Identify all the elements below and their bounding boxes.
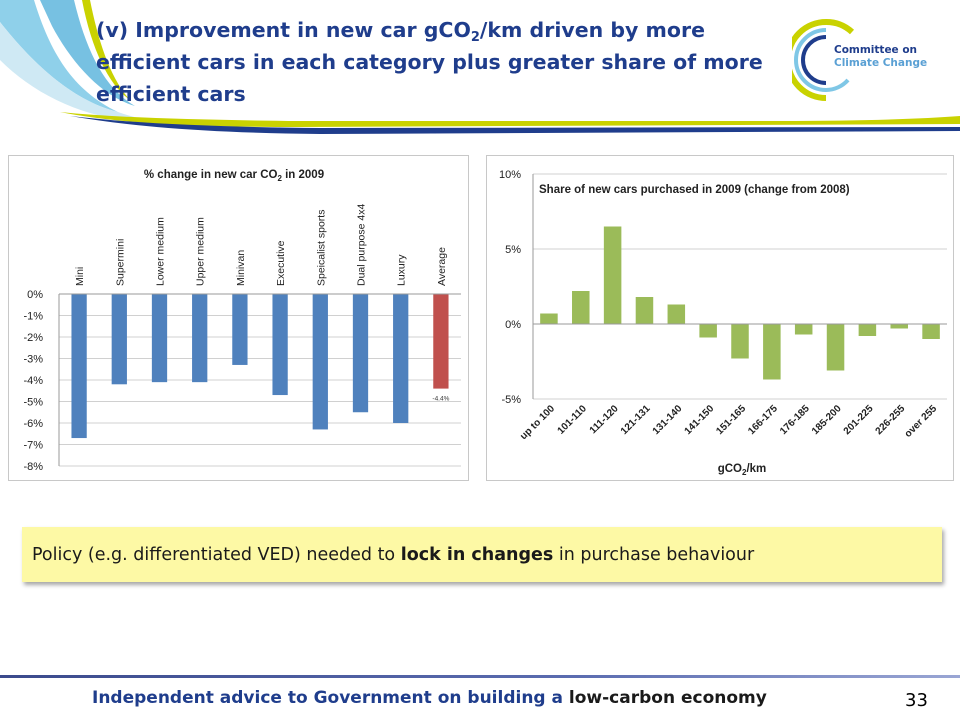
share-change-chart-svg: 10% 5% 0% -5% Share of new cars purchased in…: [499, 169, 947, 477]
committee-on-climate-change-logo: Committee on Climate Change: [785, 16, 934, 108]
slide-title-subscript: 2: [470, 30, 480, 45]
logo-line-2: Climate Change: [834, 57, 928, 69]
policy-text-part-2: in purchase behaviour: [553, 544, 755, 565]
category-label-over-255: over 255: [903, 403, 940, 440]
footer-tagline-part-1: Independent advice to Government on buil…: [92, 688, 569, 708]
bar-executive: [272, 294, 288, 396]
category-label-111-120: 111-120: [588, 403, 621, 436]
logo-text: Committee on Climate Change: [834, 44, 934, 70]
y-tick-label: -6%: [23, 418, 43, 430]
policy-text-emphasis: lock in changes: [400, 544, 554, 565]
category-label-166-175: 166-175: [746, 403, 780, 437]
bar-166-175: [763, 324, 781, 380]
category-label-101-110: 101-110: [556, 403, 590, 437]
bar-176-185: [794, 324, 813, 335]
category-label-dual-purpose-4x4: Dual purpose 4x4: [356, 204, 368, 286]
category-label-185-200: 185-200: [810, 403, 844, 437]
bar-121-131: [635, 297, 654, 324]
category-label-speicalist-sports: Speicalist sports: [315, 210, 327, 286]
category-label-luxury: Luxury: [396, 254, 408, 286]
y-tick-label: -8%: [23, 461, 43, 473]
y-tick-label: -5%: [501, 394, 521, 406]
category-label-141-150: 141-150: [683, 403, 717, 437]
footer-tagline-emphasis: low-carbon economy: [568, 688, 767, 708]
chart-title: % change in new car CO2 in 2009: [144, 169, 324, 183]
average-data-label: -4.4%: [432, 396, 449, 403]
slide-title-part-1: (v) Improvement in new car gCO: [96, 18, 471, 42]
bar-upper-medium: [192, 294, 208, 383]
co2-change-chart: % change in new car CO2 in 2009 0% -1% -2% -…: [8, 155, 469, 481]
logo-line-1: Committee on: [834, 44, 918, 56]
policy-text-part-1: Policy (e.g. differentiated VED) needed …: [32, 544, 401, 565]
category-label-121-131: 121-131: [619, 403, 653, 437]
bar-average: [433, 294, 449, 389]
bar-111-120: [603, 226, 622, 324]
y-tick-label: 10%: [499, 169, 521, 181]
bar-185-200: [826, 324, 845, 371]
chart-title: Share of new cars purchased in 2009 (cha…: [539, 184, 850, 196]
category-label-up-to-100: up to 100: [518, 403, 557, 442]
bar-up-to-100: [540, 313, 558, 324]
category-label-201-225: 201-225: [842, 403, 876, 437]
y-tick-label: -4%: [23, 375, 43, 387]
category-label-lower-medium: Lower medium: [155, 217, 167, 286]
category-label-131-140: 131-140: [651, 403, 685, 437]
co2-change-chart-svg: % change in new car CO2 in 2009 0% -1% -2% -…: [23, 169, 461, 473]
footer-tagline: Independent advice to Government on buil…: [92, 688, 767, 708]
bar-151-165: [731, 324, 749, 359]
bar-lower-medium: [151, 294, 168, 383]
bar-over-255: [922, 324, 940, 339]
bar-mini: [71, 294, 87, 439]
category-label-upper-medium: Upper medium: [195, 217, 207, 286]
category-label-mini: Mini: [74, 267, 86, 286]
y-tick-label: -3%: [23, 354, 43, 366]
category-label-executive: Executive: [275, 240, 287, 286]
y-tick-label: -5%: [23, 397, 43, 409]
category-label-176-185: 176-185: [778, 403, 812, 437]
bar-supermini: [111, 294, 127, 385]
y-tick-label: 5%: [505, 244, 521, 256]
bar-minivan: [232, 294, 248, 365]
bar-dual-purpose-4x4: [352, 294, 369, 413]
bar-luxury: [393, 294, 409, 423]
bar-speicalist-sports: [312, 294, 328, 430]
bar-101-110: [572, 291, 590, 324]
category-label-supermini: Supermini: [114, 239, 126, 286]
policy-text: Policy (e.g. differentiated VED) needed …: [32, 545, 754, 565]
share-change-chart: 10% 5% 0% -5% Share of new cars purchased in…: [486, 155, 954, 481]
header-decoration: [0, 0, 960, 134]
y-tick-label: 0%: [505, 319, 521, 331]
category-label-minivan: Minivan: [235, 250, 247, 286]
bar-201-225: [858, 324, 877, 336]
y-tick-label: -7%: [23, 440, 43, 452]
category-label-151-165: 151-165: [714, 403, 748, 437]
slide-title: (v) Improvement in new car gCO2/km drive…: [96, 14, 796, 110]
y-tick-label: -2%: [23, 332, 43, 344]
bar-226-255: [890, 324, 908, 329]
footer-divider: [0, 675, 960, 678]
policy-callout: Policy (e.g. differentiated VED) needed …: [22, 527, 942, 582]
category-label-average: Average: [436, 247, 448, 286]
page-number: 33: [905, 690, 928, 711]
y-tick-label: 0%: [27, 289, 43, 301]
bar-131-140: [667, 304, 686, 324]
x-axis-label: gCO2/km: [718, 463, 767, 477]
y-tick-label: -1%: [23, 311, 43, 323]
bar-141-150: [699, 324, 717, 338]
slide-title-part-2: /km driven by more efficient cars in eac…: [96, 18, 763, 106]
